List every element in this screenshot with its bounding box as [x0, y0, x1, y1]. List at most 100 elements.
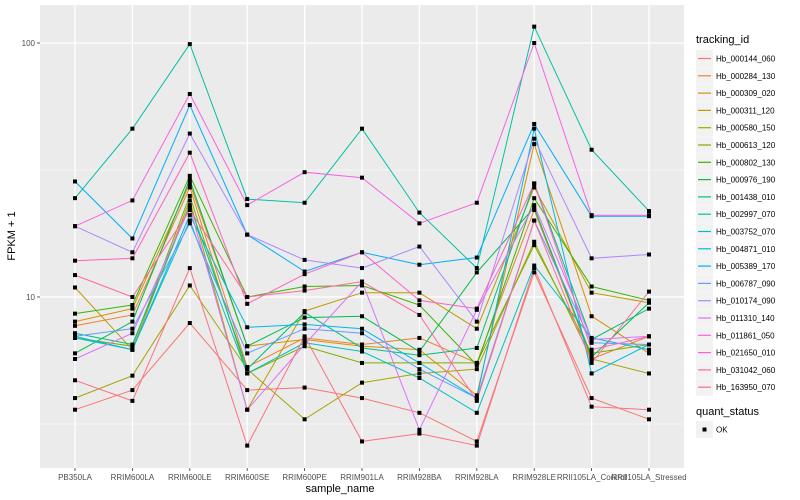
- data-point-Hb_010174_090: [647, 252, 651, 257]
- data-point-Hb_011310_140: [532, 203, 537, 208]
- data-point-Hb_000311_120: [474, 326, 479, 331]
- legend-item: Hb_000309_020: [696, 84, 776, 102]
- legend-label: Hb_000309_020: [716, 89, 776, 98]
- legend-label: Hb_006787_090: [716, 279, 776, 288]
- data-point-Hb_000144_060: [130, 388, 135, 393]
- data-point-Hb_031042_060: [647, 289, 651, 294]
- data-point-Hb_000976_190: [187, 177, 192, 182]
- legend-label: Hb_011861_050: [716, 331, 775, 340]
- data-point-Hb_010174_090: [474, 319, 479, 324]
- data-point-Hb_163950_070: [360, 439, 364, 444]
- x-tick-label: RRII105LA_Control: [557, 473, 627, 482]
- data-point-Hb_002997_070: [245, 197, 250, 202]
- shape-legend-item: OK: [696, 421, 728, 438]
- legend-label: Hb_004871_010: [716, 245, 776, 254]
- legend: tracking_id Hb_000144_060Hb_000284_130Hb…: [696, 34, 776, 438]
- data-point-Hb_004871_010: [532, 126, 537, 131]
- legend-items: Hb_000144_060 Hb_000284_130 Hb_000309_020 H…: [696, 50, 776, 396]
- y-tick-label: 100: [22, 39, 36, 48]
- data-point-Hb_000802_130: [73, 311, 77, 316]
- legend-item: Hb_001438_010: [696, 188, 776, 206]
- data-point-Hb_000580_150: [647, 371, 651, 376]
- data-point-Hb_011861_050: [130, 198, 135, 203]
- legend-item: Hb_163950_070: [696, 378, 776, 396]
- x-tick-label: RRIM928LE: [512, 473, 556, 482]
- data-point-Hb_001438_010: [647, 306, 651, 311]
- data-point-Hb_000144_060: [245, 388, 250, 393]
- data-point-Hb_000284_130: [130, 312, 135, 317]
- data-point-Hb_010174_090: [187, 131, 192, 136]
- data-point-Hb_000976_190: [474, 270, 479, 275]
- legend-label: Hb_000802_130: [716, 158, 776, 167]
- data-point-Hb_163950_070: [245, 443, 250, 448]
- data-point-Hb_163950_070: [130, 398, 135, 403]
- data-point-Hb_003752_070: [245, 371, 250, 376]
- data-point-Hb_000613_120: [474, 360, 479, 365]
- data-point-Hb_004871_010: [245, 325, 250, 330]
- data-point-Hb_000144_060: [589, 396, 594, 401]
- data-point-Hb_021650_010: [187, 150, 192, 155]
- legend-item: Hb_000580_150: [696, 119, 776, 137]
- data-point-Hb_011861_050: [417, 221, 422, 226]
- data-point-Hb_000580_150: [130, 373, 135, 378]
- data-point-Hb_000284_130: [187, 185, 192, 190]
- legend-item: Hb_000802_130: [696, 153, 776, 171]
- data-point-Hb_000309_020: [474, 393, 479, 398]
- legend-item: Hb_006787_090: [696, 274, 776, 292]
- data-point-Hb_000311_120: [417, 290, 422, 295]
- data-point-Hb_031042_060: [360, 279, 364, 284]
- legend-item: Hb_000284_130: [696, 67, 776, 85]
- data-point-Hb_031042_060: [589, 360, 594, 365]
- data-point-Hb_000311_120: [187, 198, 192, 203]
- legend-label: Hb_000613_120: [716, 141, 776, 150]
- data-point-Hb_004871_010: [589, 371, 594, 376]
- data-point-Hb_000309_020: [130, 306, 135, 311]
- data-point-Hb_003752_070: [417, 375, 422, 380]
- data-point-Hb_002997_070: [73, 196, 77, 201]
- data-point-Hb_021650_010: [245, 301, 250, 306]
- x-tick-label: RRIM600LE: [168, 473, 212, 482]
- data-point-Hb_000580_150: [417, 371, 422, 376]
- data-point-Hb_000284_130: [417, 335, 422, 340]
- legend-label: Hb_005389_170: [716, 262, 776, 271]
- data-point-Hb_010174_090: [245, 232, 250, 237]
- data-point-Hb_000284_130: [532, 208, 537, 213]
- data-point-Hb_000802_130: [589, 284, 594, 289]
- data-point-Hb_006787_090: [417, 367, 422, 372]
- data-point-Hb_031042_060: [187, 208, 192, 213]
- data-point-Hb_163950_070: [417, 431, 422, 436]
- y-tick-label: 10: [26, 293, 35, 302]
- data-point-Hb_000802_130: [474, 362, 479, 367]
- data-point-Hb_163950_070: [474, 443, 479, 448]
- data-point-Hb_011861_050: [532, 41, 537, 45]
- data-point-Hb_001438_010: [130, 342, 135, 347]
- legend-item: Hb_002997_070: [696, 205, 776, 223]
- data-point-Hb_031042_060: [417, 312, 422, 317]
- legend-item: Hb_010174_090: [696, 292, 776, 310]
- data-point-Hb_002997_070: [302, 200, 307, 205]
- data-point-Hb_010174_090: [130, 250, 135, 255]
- legend-label: Hb_002997_070: [716, 210, 776, 219]
- data-point-Hb_000144_060: [302, 385, 307, 390]
- data-point-Hb_163950_070: [73, 378, 77, 383]
- data-point-Hb_000311_120: [360, 290, 364, 295]
- legend-key-point: [702, 427, 707, 432]
- data-point-Hb_011861_050: [360, 175, 364, 180]
- data-point-Hb_000284_130: [245, 365, 250, 370]
- data-point-Hb_001438_010: [245, 367, 250, 372]
- data-point-Hb_000309_020: [532, 142, 537, 147]
- data-point-Hb_001438_010: [360, 345, 364, 350]
- data-point-Hb_003752_070: [647, 347, 651, 352]
- data-point-Hb_000613_120: [360, 360, 364, 365]
- data-point-Hb_000309_020: [187, 181, 192, 186]
- data-point-Hb_000613_120: [589, 351, 594, 356]
- data-point-Hb_005389_170: [474, 255, 479, 260]
- data-point-Hb_163950_070: [647, 407, 651, 412]
- data-point-Hb_021650_010: [130, 256, 135, 261]
- data-point-Hb_000309_020: [73, 319, 77, 324]
- data-point-Hb_000144_060: [417, 410, 422, 415]
- data-point-Hb_000802_130: [187, 173, 192, 178]
- data-point-Hb_011310_140: [589, 337, 594, 342]
- legend-label: Hb_001438_010: [716, 193, 776, 202]
